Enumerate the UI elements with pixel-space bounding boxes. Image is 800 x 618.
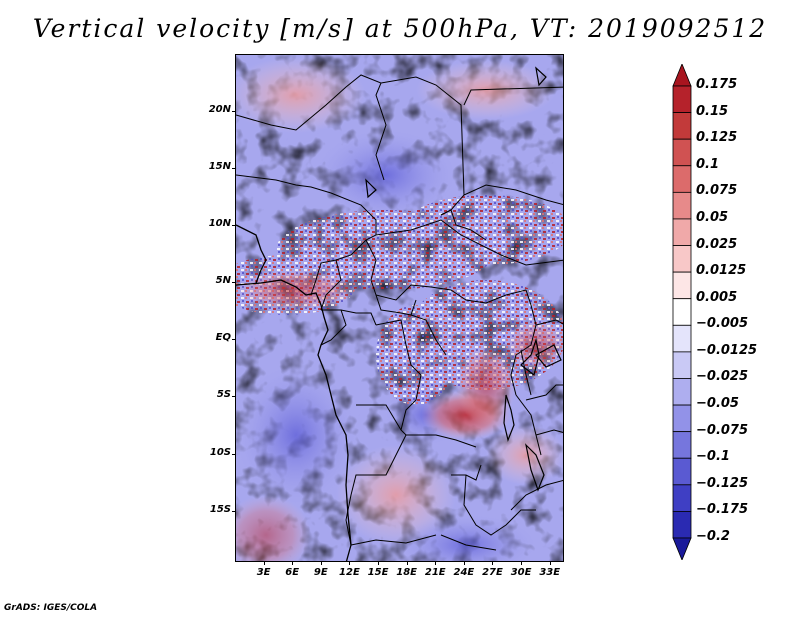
colorbar-segment <box>672 138 692 167</box>
longitude-tick-label: 21E <box>424 567 446 578</box>
latitude-tick-mark <box>232 111 235 113</box>
longitude-tick-mark <box>263 562 265 565</box>
latitude-tick-label: 10S <box>209 446 231 458</box>
longitude-tick-mark <box>406 562 408 565</box>
longitude-tick-mark <box>492 562 494 565</box>
latitude-tick-mark <box>232 453 235 455</box>
colorbar-label: 0.0125 <box>696 263 747 279</box>
longitude-tick-label: 33E <box>539 567 561 578</box>
latitude-tick-label: EQ <box>215 332 231 344</box>
longitude-tick-label: 15E <box>367 567 389 578</box>
longitude-tick-mark <box>378 562 380 565</box>
longitude-tick-label: 30E <box>510 567 532 578</box>
positive-region <box>456 345 516 425</box>
colorbar-segment <box>672 431 692 459</box>
colorbar-segment <box>672 457 692 486</box>
longitude-tick-label: 6E <box>285 567 300 578</box>
colorbar-label: −0.05 <box>696 396 739 412</box>
positive-region <box>236 270 356 310</box>
latitude-tick-mark <box>232 225 235 227</box>
latitude-tick-label: 10N <box>208 218 231 230</box>
colorbar-segment <box>672 351 692 379</box>
longitude-tick-mark <box>292 562 294 565</box>
longitude-tick-label: 18E <box>396 567 418 578</box>
country-borders <box>236 74 563 551</box>
colorbar-label: 0.175 <box>696 77 738 92</box>
coastline <box>236 224 352 561</box>
negative-region <box>396 515 536 561</box>
longitude-tick-mark <box>349 562 351 565</box>
longitude-tick-label: 24E <box>453 567 475 578</box>
colorbar-lower-extension <box>672 537 692 560</box>
colorbar-segment <box>672 404 692 433</box>
colorbar-segment <box>672 484 692 512</box>
longitude-tick-label: 12E <box>339 567 360 578</box>
positive-region <box>236 57 366 133</box>
colorbar-segment <box>672 218 692 246</box>
latitude-tick-label: 5N <box>215 275 231 287</box>
colorbar-segment <box>672 511 692 539</box>
lakes <box>365 66 562 492</box>
longitude-tick-label: 9E <box>313 567 328 578</box>
colorbar-label: 0.05 <box>696 209 729 225</box>
positive-region <box>236 495 311 561</box>
colorbar-label: 0.125 <box>696 130 738 146</box>
colorbar-label: −0.075 <box>696 422 749 438</box>
longitude-tick-mark <box>463 562 465 565</box>
colorbar-label: −0.005 <box>696 316 749 332</box>
colorbar-label: 0.15 <box>696 103 729 119</box>
latitude-tick-mark <box>232 168 235 170</box>
latitude-tick-label: 15S <box>209 503 231 515</box>
colorbar-label: −0.125 <box>696 475 749 491</box>
colorbar-label: 0.005 <box>696 289 738 305</box>
colorbar-label: −0.025 <box>696 369 749 385</box>
colorbar-label: 0.025 <box>696 236 738 252</box>
colorbar-label: −0.2 <box>696 529 730 544</box>
vertical-velocity-field <box>236 55 563 561</box>
colorbar-segment <box>672 324 692 353</box>
positive-region <box>486 425 563 485</box>
latitude-tick-label: 20N <box>208 104 231 116</box>
latitude-tick-label: 5S <box>216 389 231 401</box>
colorbar-label: 0.075 <box>696 183 738 199</box>
colorbar-label: 0.1 <box>696 156 720 172</box>
colorbar <box>672 64 692 560</box>
longitude-tick-mark <box>435 562 437 565</box>
longitude-tick-mark <box>320 562 322 565</box>
colorbar-label: −0.1 <box>696 449 730 465</box>
latitude-tick-mark <box>232 396 235 398</box>
colorbar-segment <box>672 165 692 193</box>
colorbar-upper-extension <box>672 64 692 87</box>
latitude-tick-label: 15N <box>208 161 231 173</box>
colorbar-label: −0.175 <box>696 502 749 518</box>
map-title: Vertical velocity [m/s] at 500hPa, VT: 2… <box>32 14 768 43</box>
latitude-tick-mark <box>232 339 235 341</box>
longitude-tick-label: 3E <box>256 567 271 578</box>
latitude-tick-mark <box>232 510 235 512</box>
negative-region <box>316 130 456 220</box>
positive-region <box>336 445 456 545</box>
colorbar-segment <box>672 271 692 300</box>
longitude-tick-mark <box>549 562 551 565</box>
colorbar-label: −0.0125 <box>696 342 758 358</box>
colorbar-segment <box>672 378 692 406</box>
negative-region <box>236 365 356 505</box>
longitude-tick-label: 27E <box>482 567 503 578</box>
map-plot-area <box>235 54 564 562</box>
latitude-tick-mark <box>232 282 235 284</box>
longitude-tick-mark <box>521 562 523 565</box>
colorbar-segment <box>672 191 692 220</box>
grads-credit: GrADS: IGES/COLA <box>4 603 98 613</box>
colorbar-segment <box>672 298 692 326</box>
colorbar-segment <box>672 245 692 273</box>
colorbar-segment <box>672 85 692 113</box>
colorbar-segment <box>672 112 692 140</box>
